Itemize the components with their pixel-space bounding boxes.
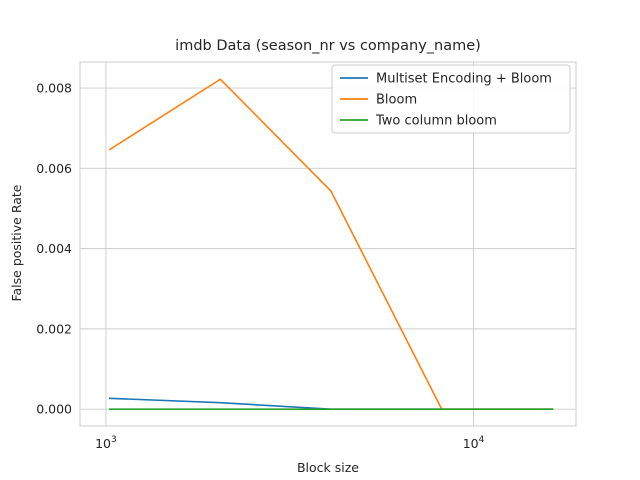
legend-label-1: Bloom bbox=[376, 93, 417, 108]
y-tick-label-3: 0.006 bbox=[36, 161, 72, 176]
tick-labels: 0.000 0.002 0.004 0.006 0.008 103 104 bbox=[36, 81, 484, 451]
axes-frame bbox=[79, 61, 577, 427]
y-axis-label: False positive Rate bbox=[9, 184, 24, 301]
legend-label-0: Multiset Encoding + Bloom bbox=[376, 72, 552, 87]
chart-title: imdb Data (season_nr vs company_name) bbox=[175, 38, 481, 54]
x-axis-label: Block size bbox=[297, 460, 359, 475]
y-tick-label-4: 0.008 bbox=[36, 81, 72, 96]
legend: Multiset Encoding + Bloom Bloom Two column… bbox=[331, 64, 571, 134]
y-tick-label-2: 0.004 bbox=[36, 241, 72, 256]
plot-frame bbox=[79, 61, 577, 427]
x-tick-label-1: 104 bbox=[463, 435, 485, 451]
legend-box bbox=[331, 64, 571, 134]
y-tick-label-1: 0.002 bbox=[36, 321, 72, 336]
series-lines bbox=[108, 78, 554, 410]
x-tick-label-0: 103 bbox=[95, 435, 117, 451]
y-tick-label-0: 0.000 bbox=[36, 402, 72, 417]
legend-label-2: Two column bloom bbox=[375, 114, 497, 129]
